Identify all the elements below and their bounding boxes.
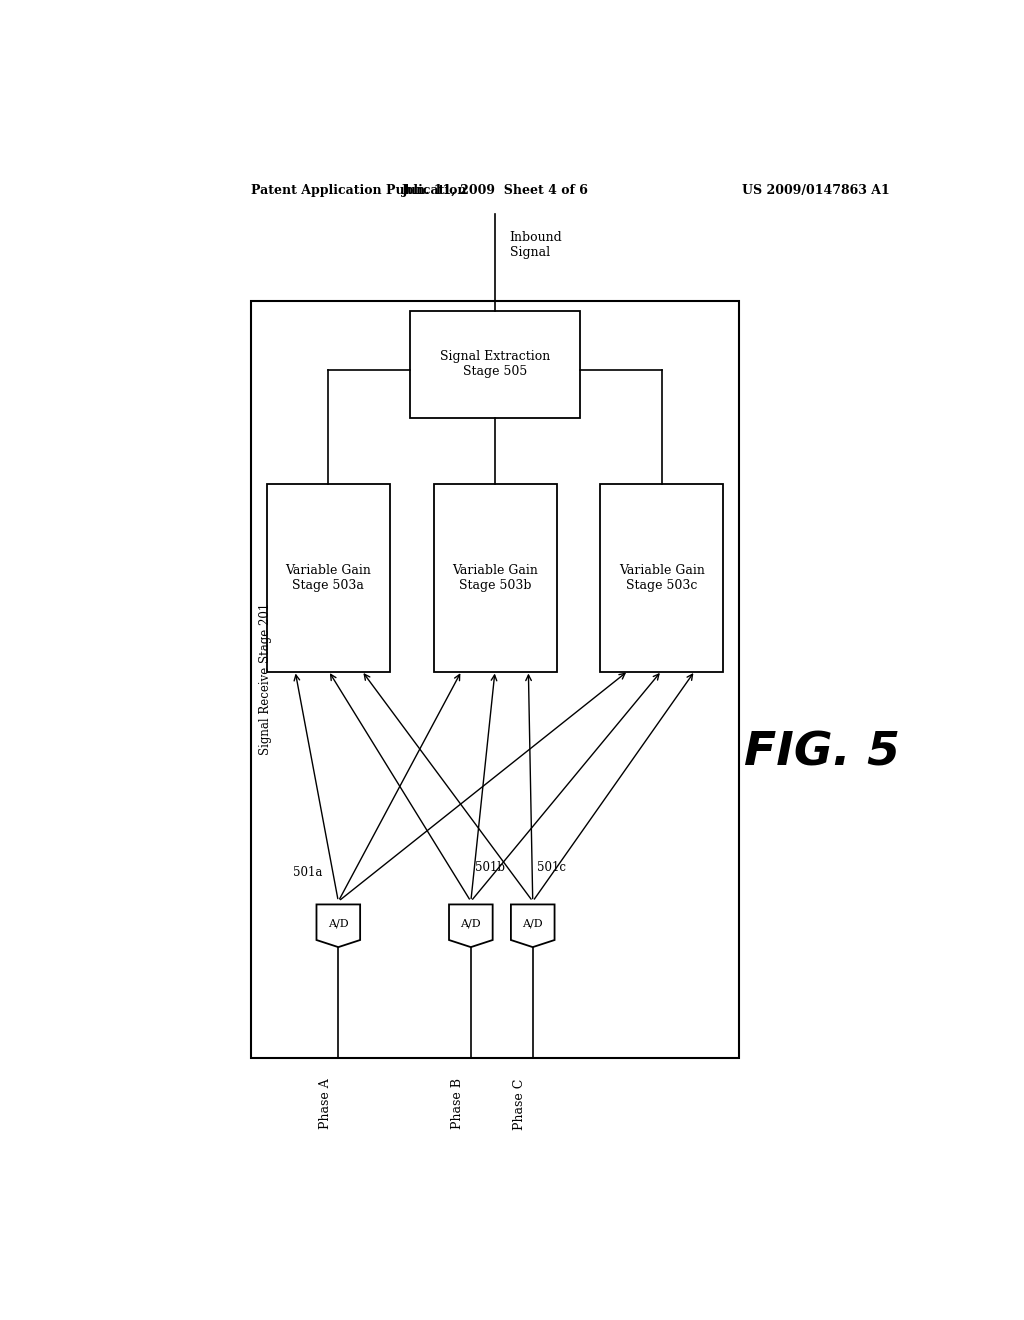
FancyBboxPatch shape [600,483,723,672]
Text: Phase B: Phase B [452,1078,465,1129]
Text: 501a: 501a [293,866,323,879]
Text: Phase C: Phase C [513,1078,526,1130]
Text: Variable Gain
Stage 503b: Variable Gain Stage 503b [453,564,538,591]
Text: Signal Receive Stage 201: Signal Receive Stage 201 [259,603,271,755]
Text: FIG. 5: FIG. 5 [744,730,900,775]
Text: A/D: A/D [522,919,543,929]
Text: Signal Extraction
Stage 505: Signal Extraction Stage 505 [440,350,550,379]
Text: Phase A: Phase A [318,1078,332,1129]
Text: Jun. 11, 2009  Sheet 4 of 6: Jun. 11, 2009 Sheet 4 of 6 [402,183,589,197]
Text: Patent Application Publication: Patent Application Publication [251,183,467,197]
Text: Variable Gain
Stage 503c: Variable Gain Stage 503c [618,564,705,591]
Text: 501c: 501c [537,861,565,874]
Text: US 2009/0147863 A1: US 2009/0147863 A1 [742,183,890,197]
FancyBboxPatch shape [433,483,557,672]
Text: A/D: A/D [461,919,481,929]
Polygon shape [449,904,493,948]
FancyBboxPatch shape [267,483,390,672]
Text: A/D: A/D [328,919,348,929]
FancyBboxPatch shape [251,301,739,1057]
Text: 501b: 501b [475,861,505,874]
Text: Variable Gain
Stage 503a: Variable Gain Stage 503a [286,564,372,591]
Text: Inbound
Signal: Inbound Signal [510,231,562,259]
FancyBboxPatch shape [410,312,581,417]
Polygon shape [316,904,360,948]
Polygon shape [511,904,555,948]
